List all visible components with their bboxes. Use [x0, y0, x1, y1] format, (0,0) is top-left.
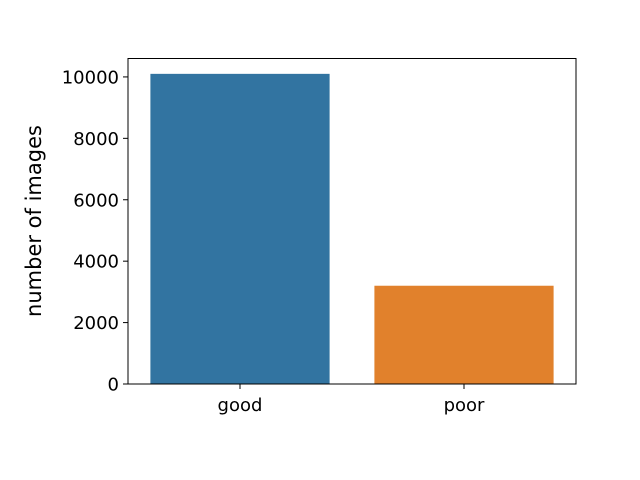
x-axis: good poor [218, 384, 485, 416]
y-axis-label: number of images [22, 125, 46, 317]
y-tick-label: 6000 [73, 190, 119, 211]
plot-frame [127, 58, 577, 385]
y-tick-label: 2000 [73, 313, 119, 334]
y-tick-label: 8000 [73, 129, 119, 150]
bar-good [150, 73, 330, 385]
x-tick-label: good [218, 395, 263, 416]
bars-group [150, 73, 554, 385]
y-tick-label: 10000 [62, 67, 119, 88]
y-tick-label: 4000 [73, 252, 119, 273]
bar-poor [374, 285, 554, 384]
x-tick-label: poor [444, 395, 485, 416]
y-tick-label: 0 [108, 375, 119, 396]
y-axis: 0 2000 4000 6000 8000 10000 [62, 67, 128, 396]
